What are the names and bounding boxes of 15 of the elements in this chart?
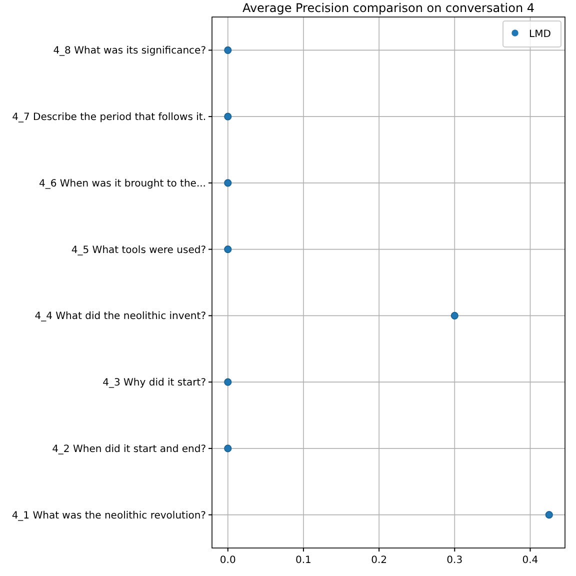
chart-title: Average Precision comparison on conversation 4 [242, 1, 535, 15]
y-tick-label: 4_5 What tools were used? [71, 244, 206, 256]
y-tick-label: 4_7 Describe the period that follows it. [12, 112, 206, 124]
y-tick-label: 4_8 What was its significance? [53, 46, 206, 57]
y-tick-label: 4_6 When was it brought to the... [38, 178, 206, 190]
legend-label: LMD [529, 29, 552, 40]
x-tick-label: 0.2 [371, 555, 388, 566]
y-tick-label: 4_1 What was the neolithic revolution? [12, 510, 206, 522]
x-tick-label: 0.4 [522, 555, 538, 566]
y-tick-label: 4_4 What did the neolithic invent? [34, 311, 206, 322]
y-tick-label: 4_3 Why did it start? [102, 378, 206, 389]
x-tick-label: 0.1 [296, 555, 312, 566]
x-tick-label: 0.3 [446, 555, 463, 566]
y-tick-label: 4_2 When did it start and end? [52, 444, 206, 455]
x-tick-label: 0.0 [220, 555, 236, 566]
